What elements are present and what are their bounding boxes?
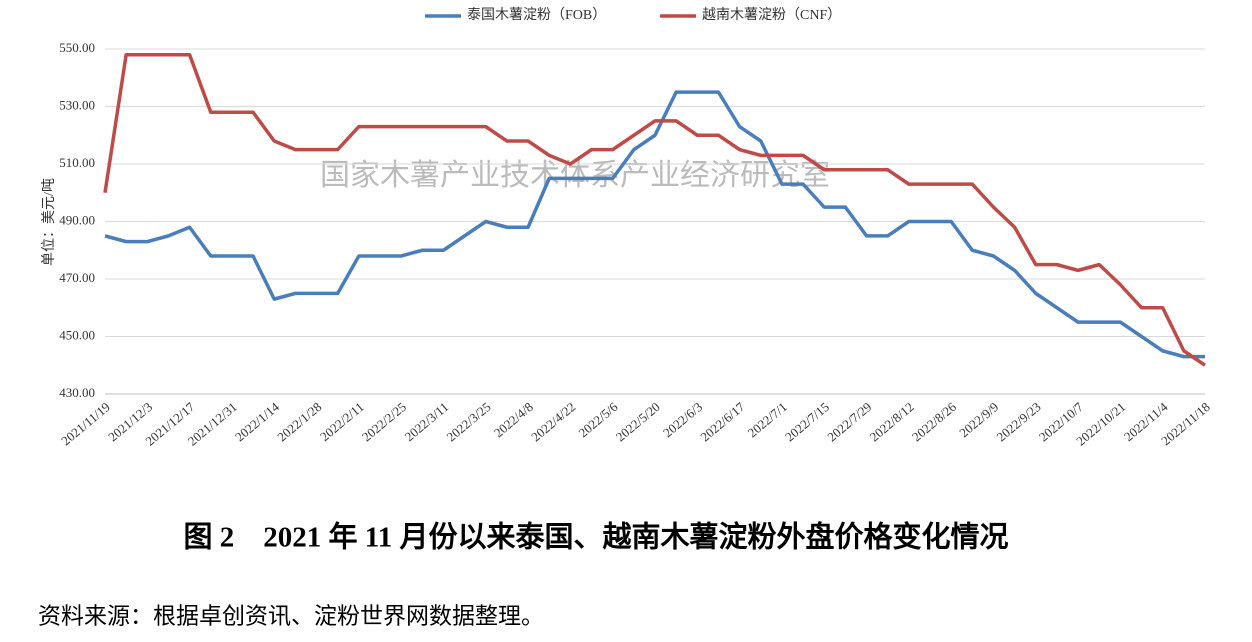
x-tick-label: 2022/7/29 xyxy=(824,399,874,444)
y-tick-label: 510.00 xyxy=(59,155,95,170)
x-tick-label: 2022/5/20 xyxy=(613,399,663,444)
y-tick-label: 530.00 xyxy=(59,97,95,112)
x-tick-label: 2022/2/11 xyxy=(317,399,367,444)
x-tick-label: 2022/3/11 xyxy=(402,399,452,444)
y-tick-label: 430.00 xyxy=(59,385,95,400)
x-tick-label: 2022/6/17 xyxy=(697,399,747,445)
x-tick-label: 2021/11/19 xyxy=(58,399,113,448)
source: 资料来源：根据卓创资讯、淀粉世界网数据整理。 xyxy=(38,603,544,628)
x-tick-label: 2022/1/28 xyxy=(274,399,324,444)
y-tick-label: 450.00 xyxy=(59,327,95,342)
x-tick-label: 2022/3/25 xyxy=(444,399,494,444)
x-tick-label: 2022/9/23 xyxy=(994,399,1044,444)
x-tick-label: 2022/4/22 xyxy=(528,399,578,444)
legend-label: 泰国木薯淀粉（FOB） xyxy=(467,7,606,23)
y-tick-label: 550.00 xyxy=(59,40,95,55)
y-tick-label: 490.00 xyxy=(59,212,95,227)
y-axis-label: 单位：美元/吨 xyxy=(41,178,57,266)
series-line xyxy=(103,53,1206,367)
legend-label: 越南木薯淀粉（CNF） xyxy=(702,7,841,23)
x-tick-label: 2022/8/12 xyxy=(867,399,917,444)
x-tick-label: 2022/1/14 xyxy=(232,399,282,445)
caption: 图 2 2021 年 11 月份以来泰国、越南木薯淀粉外盘价格变化情况 xyxy=(184,520,1009,554)
x-tick-label: 2022/8/26 xyxy=(909,399,959,445)
x-tick-label: 2022/7/15 xyxy=(782,399,832,444)
series-line xyxy=(104,90,1205,359)
y-tick-label: 470.00 xyxy=(59,270,95,285)
x-tick-label: 2022/2/25 xyxy=(359,399,409,444)
